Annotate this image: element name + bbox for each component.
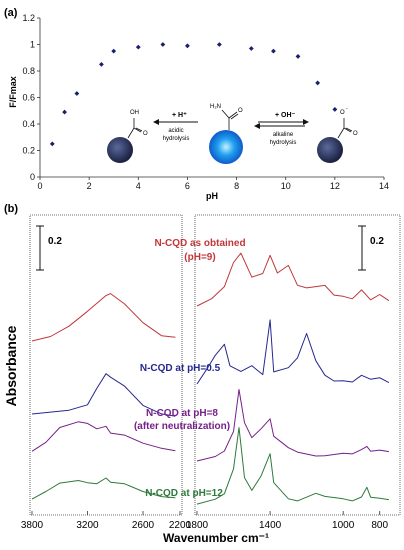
data-point [135,44,141,50]
scale-bar-right [358,225,366,271]
reaction-scheme: OH O H₂N O O - O + H⁺ acidic hydrolysis [107,104,358,164]
svg-text:OH: OH [130,110,139,116]
spectrum-line-right [196,427,389,505]
svg-text:-: - [346,106,348,112]
series-label-ph12: N-CQD at pH=12 [145,488,223,499]
spectrum-line-left [31,373,176,417]
panel-b-xlabel: Wavenumber cm⁻¹ [163,531,269,545]
spectrum-line-left [31,421,176,452]
panel-a-x-tick-label: 14 [379,181,389,191]
panel-b-left-frame [29,214,183,516]
panel-b-x-tick-label: 1400 [259,520,282,531]
series-label-ph8-note: (after neutralization) [134,421,230,432]
panel-a-label: (a) [4,7,18,19]
panel-a-x-tick-label: 8 [234,181,239,191]
panel-a-xlabel: pH [206,191,218,201]
data-point [62,109,67,115]
panel-a-x-tick-label: 0 [37,181,42,191]
alkali-arrow-label: + OH⁻ [275,112,296,119]
panel-a-y-tick-label: 0.4 [22,119,35,129]
spectrum-line-right [196,389,389,462]
panel-b-x-tick-label: 3200 [76,520,99,531]
spectrum-line-right [196,252,390,307]
data-point [271,48,276,54]
panel-b-ylabel: Absorbance [3,325,19,406]
svg-text:O: O [353,131,358,137]
panel-a-y-tick-label: 1 [30,40,35,50]
panel-b-label: (b) [4,203,18,215]
panel-a-y-tick-label: 0.2 [22,146,35,156]
panel-a-x-tick-label: 2 [87,181,92,191]
panel-a-x-tick-label: 4 [136,181,141,191]
spectrum-line-left [31,477,176,500]
spectrum-line-right [196,319,390,385]
data-point [74,91,80,96]
data-point [295,54,301,59]
series-label-asobtained: N-CQD as obtained [154,238,245,249]
panel-b-x-tick-label: 800 [371,520,388,531]
panel-a-y-tick-label: 1.2 [22,13,35,23]
panel-a-points [49,42,338,147]
series-label-ph05: N-CQD at pH=0.5 [140,363,221,374]
alkali-process-label: alkaline [273,132,294,138]
data-point [111,48,117,54]
series-label-ph8: N-CQD at pH=8 [146,408,218,419]
spectrum-line-left [31,293,176,342]
panel-b-x-tick-label: 2200 [169,520,192,531]
svg-text:O: O [238,108,243,114]
cqd-amide-ball-icon [209,130,243,164]
acid-arrow-label: + H⁺ [172,112,187,119]
data-point [216,42,222,47]
scale-bar-left-label: 0.2 [48,236,62,247]
acid-process-label: acidic [168,128,183,134]
panel-a-x-tick-label: 10 [281,181,291,191]
panel-a-x-tick-label: 12 [330,181,340,191]
panel-b-x-tick-label: 1000 [332,520,355,531]
data-point [332,107,338,112]
svg-text:O: O [143,131,148,137]
data-point [99,61,104,67]
panel-a-y-tick-label: 0.6 [22,93,35,103]
panel-b-x-tick-label: 1800 [186,520,209,531]
panel-b-spectra [31,252,390,505]
panel-b-x-tick-label: 2600 [132,520,155,531]
amide-n-label: H₂N [210,104,221,110]
data-point [160,42,166,47]
carboxyl-acid-icon [127,118,143,139]
svg-text:O: O [340,110,345,116]
cqd-carboxylate-ball-icon [317,137,343,163]
series-label-asobtained-ph: (pH=9) [184,252,215,263]
panel-a-ylabel: F/Fmax [8,76,18,108]
data-point [315,80,321,86]
panel-a-y-tick-label: 0 [30,172,35,182]
data-point [248,46,254,51]
panel-b-x-tick-label: 3800 [21,520,44,531]
panel-a-y-tick-label: 0.8 [22,66,35,76]
panel-a-ticks: 0 2 4 6 8 10 12 14 0 0.2 0.4 0.6 0.8 1 1.2 [22,13,389,191]
carboxylate-icon [337,118,353,139]
scale-bar-left [36,225,44,271]
acid-process-label-2: hydrolysis [163,136,190,142]
panel-a-x-tick-label: 6 [185,181,190,191]
scale-bar-right-label: 0.2 [370,236,384,247]
alkali-process-label-2: hydrolysis [270,140,297,146]
amide-icon [221,109,239,130]
data-point [185,43,190,49]
data-point [49,141,55,147]
panel-b-right-frame [194,214,401,516]
cqd-acid-ball-icon [107,137,133,163]
